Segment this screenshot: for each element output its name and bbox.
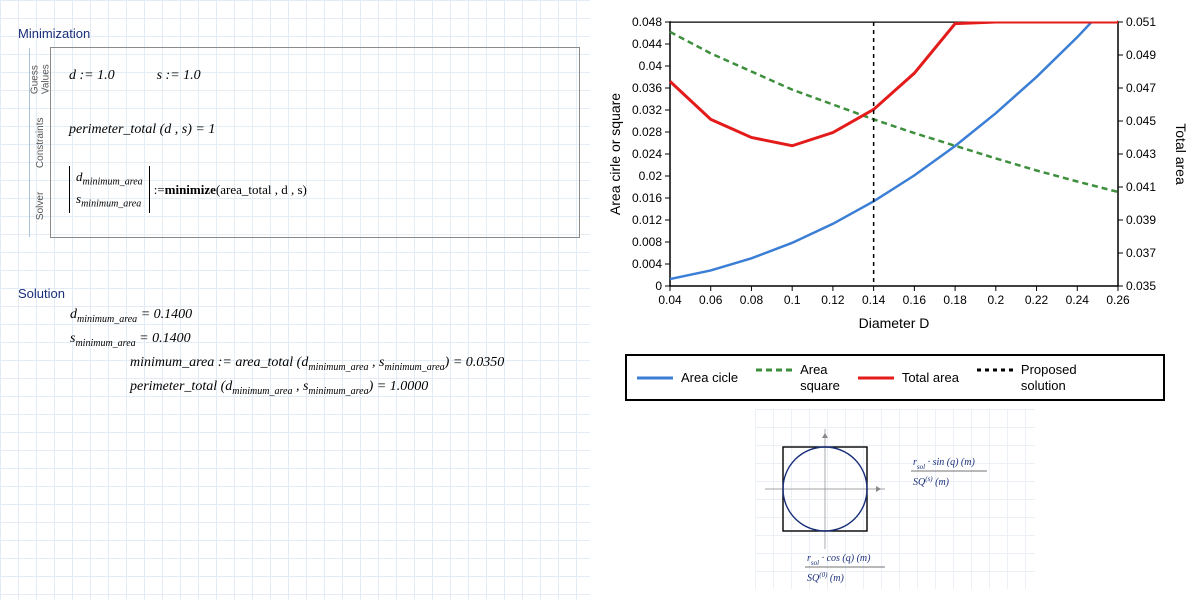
tab-constraints[interactable]: Constraints [29,111,51,174]
svg-text:0.048: 0.048 [632,15,662,29]
sol-s-val: = 0.1400 [136,331,191,346]
guess-row: d := 1.0 s := 1.0 [69,68,561,84]
sol-area-sub2: minimum_area [384,362,444,373]
svg-text:0.14: 0.14 [862,293,886,307]
svg-text:0.035: 0.035 [1126,279,1156,293]
legend-item: Total area [858,370,959,386]
constraint-row: perimeter_total (d , s) = 1 [69,122,561,138]
sol-perim-3: ) = 1.0000 [369,379,429,394]
sol-d-val: = 0.1400 [137,307,192,322]
svg-text:0: 0 [655,279,662,293]
svg-text:0.16: 0.16 [903,293,927,307]
sol-perim-sub2: minimum_area [308,385,368,396]
svg-text:0.08: 0.08 [740,293,764,307]
svg-text:0.06: 0.06 [699,293,723,307]
svg-text:Diameter D: Diameter D [859,315,930,331]
solve-block: Guess Values Constraints Solver d := 1.0… [50,47,580,238]
svg-text:0.24: 0.24 [1066,293,1090,307]
minimization-title: Minimization [18,26,580,41]
sol-s-sub: minimum_area [75,338,135,349]
legend-label: Total area [902,370,959,386]
legend-item: Proposedsolution [977,362,1077,393]
minimize-fn: minimize [165,182,216,198]
minimize-args: (area_total , d , s) [216,182,307,198]
minimize-lhs-vector: dminimum_area sminimum_area [69,166,150,213]
svg-text:0.012: 0.012 [632,213,662,227]
circle-square-diagram: rsol · sin (q) (m) SQ(s) (m) rsol · cos … [755,409,1035,589]
sol-area-3: ) = 0.0350 [445,355,505,370]
svg-text:rsol · cos (q) (m): rsol · cos (q) (m) [807,553,871,567]
sol-area-1: minimum_area := area_total (d [130,355,308,370]
svg-text:0.04: 0.04 [639,59,663,73]
svg-text:SQ(s) (m): SQ(s) (m) [913,475,950,488]
svg-text:0.045: 0.045 [1126,114,1156,128]
sol-area-sub1: minimum_area [308,362,368,373]
svg-text:0.22: 0.22 [1025,293,1049,307]
svg-text:0.008: 0.008 [632,235,662,249]
chart: 0.04 0.06 0.08 0.1 0.12 0.14 0.16 0.18 0.2 0.22 0.… [600,8,1190,348]
svg-text:0.049: 0.049 [1126,48,1156,62]
svg-text:0.02: 0.02 [639,169,663,183]
svg-text:0.041: 0.041 [1126,180,1156,194]
sol-perim-1: perimeter_total (d [130,379,232,394]
sol-perim-2: , s [292,379,308,394]
svg-text:rsol · sin (q) (m): rsol · sin (q) (m) [913,457,975,471]
svg-text:0.043: 0.043 [1126,147,1156,161]
tab-guess[interactable]: Guess Values [29,48,51,111]
assign-op: := [154,182,165,198]
legend-label: Proposedsolution [1021,362,1077,393]
svg-text:0.044: 0.044 [632,37,662,51]
svg-text:0.26: 0.26 [1106,293,1130,307]
solve-block-tabs: Guess Values Constraints Solver [29,48,51,237]
svg-text:0.12: 0.12 [821,293,845,307]
svg-text:0.036: 0.036 [632,81,662,95]
solution-title: Solution [18,286,580,301]
svg-text:0.028: 0.028 [632,125,662,139]
svg-text:0.004: 0.004 [632,257,662,271]
svg-text:0.047: 0.047 [1126,81,1156,95]
svg-text:SQ(0) (m): SQ(0) (m) [807,571,844,584]
sol-d: d [70,307,77,322]
svg-text:0.1: 0.1 [784,293,801,307]
svg-text:0.016: 0.016 [632,191,662,205]
sol-perim-sub1: minimum_area [232,385,292,396]
solution-block: Solution dminimum_area = 0.1400 sminimum… [22,286,580,396]
svg-text:Total area: Total area [1173,123,1189,185]
svg-text:0.18: 0.18 [943,293,967,307]
svg-text:0.2: 0.2 [987,293,1004,307]
minimize-row: dminimum_area sminimum_area := minimize … [69,166,561,213]
legend: Area cicle Areasquare Total area Proposedso… [625,354,1165,401]
svg-text:0.051: 0.051 [1126,15,1156,29]
sol-d-sub: minimum_area [77,314,137,325]
svg-text:Area cirle or square: Area cirle or square [607,93,623,215]
guess-d: d := 1.0 [69,68,115,83]
svg-text:0.037: 0.037 [1126,246,1156,260]
svg-text:0.032: 0.032 [632,103,662,117]
legend-label: Area cicle [681,370,738,386]
sol-area-2: , s [369,355,385,370]
svg-text:0.039: 0.039 [1126,213,1156,227]
min-s-sub: minimum_area [81,198,141,209]
guess-s: s := 1.0 [157,68,201,83]
min-d-sub: minimum_area [83,177,143,188]
tab-solver[interactable]: Solver [29,174,51,237]
svg-text:0.024: 0.024 [632,147,662,161]
legend-item: Areasquare [756,362,840,393]
legend-item: Area cicle [637,370,738,386]
svg-text:0.04: 0.04 [658,293,682,307]
legend-label: Areasquare [800,362,840,393]
